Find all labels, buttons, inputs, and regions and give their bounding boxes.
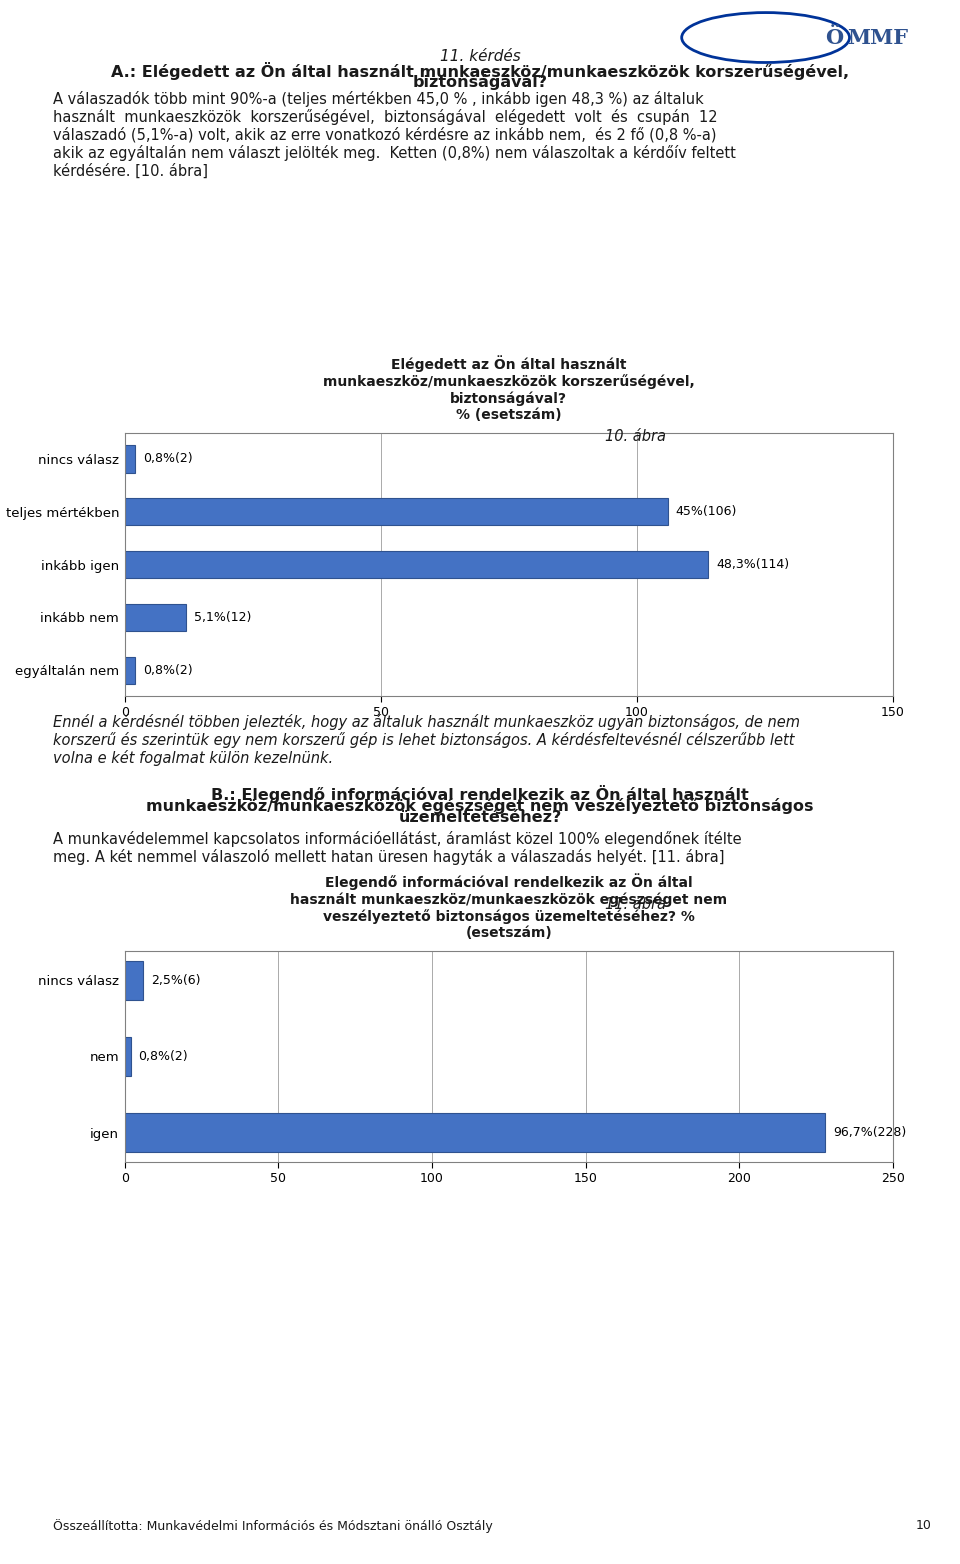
Bar <box>125 551 708 579</box>
Text: 5,1%(12): 5,1%(12) <box>194 612 252 624</box>
Text: 48,3%(114): 48,3%(114) <box>716 558 789 571</box>
Bar <box>125 604 186 632</box>
Text: biztonságával?: biztonságával? <box>413 74 547 91</box>
Text: 0,8%(2): 0,8%(2) <box>143 663 192 677</box>
Text: A.: Elégedett az Ön által használt munkaeszköz/munkaeszközök korszerűségével,: A.: Elégedett az Ön által használt munka… <box>111 61 849 80</box>
Text: kérdésére. [10. ábra]: kérdésére. [10. ábra] <box>53 164 207 178</box>
Bar <box>125 1037 131 1076</box>
Title: Elegendő információval rendelkezik az Ön által
használt munkaeszköz/munkaeszközö: Elegendő információval rendelkezik az Ön… <box>290 873 728 940</box>
Title: Elégedett az Ön által használt
munkaeszköz/munkaeszközök korszerűségével,
bizton: Elégedett az Ön által használt munkaeszk… <box>323 355 695 422</box>
Text: válaszadó (5,1%-a) volt, akik az erre vonatkozó kérdésre az inkább nem,  és 2 fő: válaszadó (5,1%-a) volt, akik az erre vo… <box>53 128 716 142</box>
Text: munkaeszköz/munkaeszközök egészséget nem veszélyeztető biztonságos: munkaeszköz/munkaeszközök egészséget nem… <box>146 798 814 813</box>
Text: Ö: Ö <box>826 28 843 47</box>
Bar <box>125 657 135 683</box>
Text: 2,5%(6): 2,5%(6) <box>151 974 201 987</box>
Text: 0,8%(2): 0,8%(2) <box>138 1049 188 1064</box>
Bar <box>125 960 143 999</box>
Bar <box>125 446 135 472</box>
Text: 11. ábra: 11. ábra <box>605 898 666 912</box>
Text: 96,7%(228): 96,7%(228) <box>833 1126 906 1139</box>
Text: A munkavédelemmel kapcsolatos információellátást, áramlást közel 100% elegendőne: A munkavédelemmel kapcsolatos információ… <box>53 830 741 848</box>
Bar <box>125 1114 826 1153</box>
Text: üzemeltetéséhez?: üzemeltetéséhez? <box>398 810 562 826</box>
Text: korszerű és szerintük egy nem korszerű gép is lehet biztonságos. A kérdésfeltevé: korszerű és szerintük egy nem korszerű g… <box>53 732 794 748</box>
Text: Összeállította: Munkavédelmi Információs és Módsztani önálló Osztály: Összeállította: Munkavédelmi Információs… <box>53 1519 492 1533</box>
Text: 0,8%(2): 0,8%(2) <box>143 452 192 466</box>
Text: használt  munkaeszközök  korszerűségével,  biztonságával  elégedett  volt  és  c: használt munkaeszközök korszerűségével, … <box>53 109 717 125</box>
Text: 11. kérdés: 11. kérdés <box>440 48 520 64</box>
Text: B.: Elegendő információval rendelkezik az Ön által használt: B.: Elegendő információval rendelkezik a… <box>211 785 749 804</box>
Bar <box>125 497 667 526</box>
Text: akik az egyáltalán nem választ jelölték meg.  Ketten (0,8%) nem válaszoltak a ké: akik az egyáltalán nem választ jelölték … <box>53 145 735 161</box>
Text: 45%(106): 45%(106) <box>675 505 736 518</box>
Text: MMF: MMF <box>848 28 908 47</box>
Text: 10. ábra: 10. ábra <box>605 429 666 444</box>
Text: Ennél a kérdésnél többen jelezték, hogy az általuk használt munkaeszköz ugyan bi: Ennél a kérdésnél többen jelezték, hogy … <box>53 713 800 730</box>
Text: 10: 10 <box>915 1519 931 1531</box>
Text: meg. A két nemmel válaszoló mellett hatan üresen hagyták a válaszadás helyét. [1: meg. A két nemmel válaszoló mellett hata… <box>53 849 724 865</box>
Text: volna e két fogalmat külön kezelnünk.: volna e két fogalmat külön kezelnünk. <box>53 751 333 766</box>
Text: A válaszadók több mint 90%-a (teljes mértékben 45,0 % , inkább igen 48,3 %) az á: A válaszadók több mint 90%-a (teljes mér… <box>53 91 704 108</box>
